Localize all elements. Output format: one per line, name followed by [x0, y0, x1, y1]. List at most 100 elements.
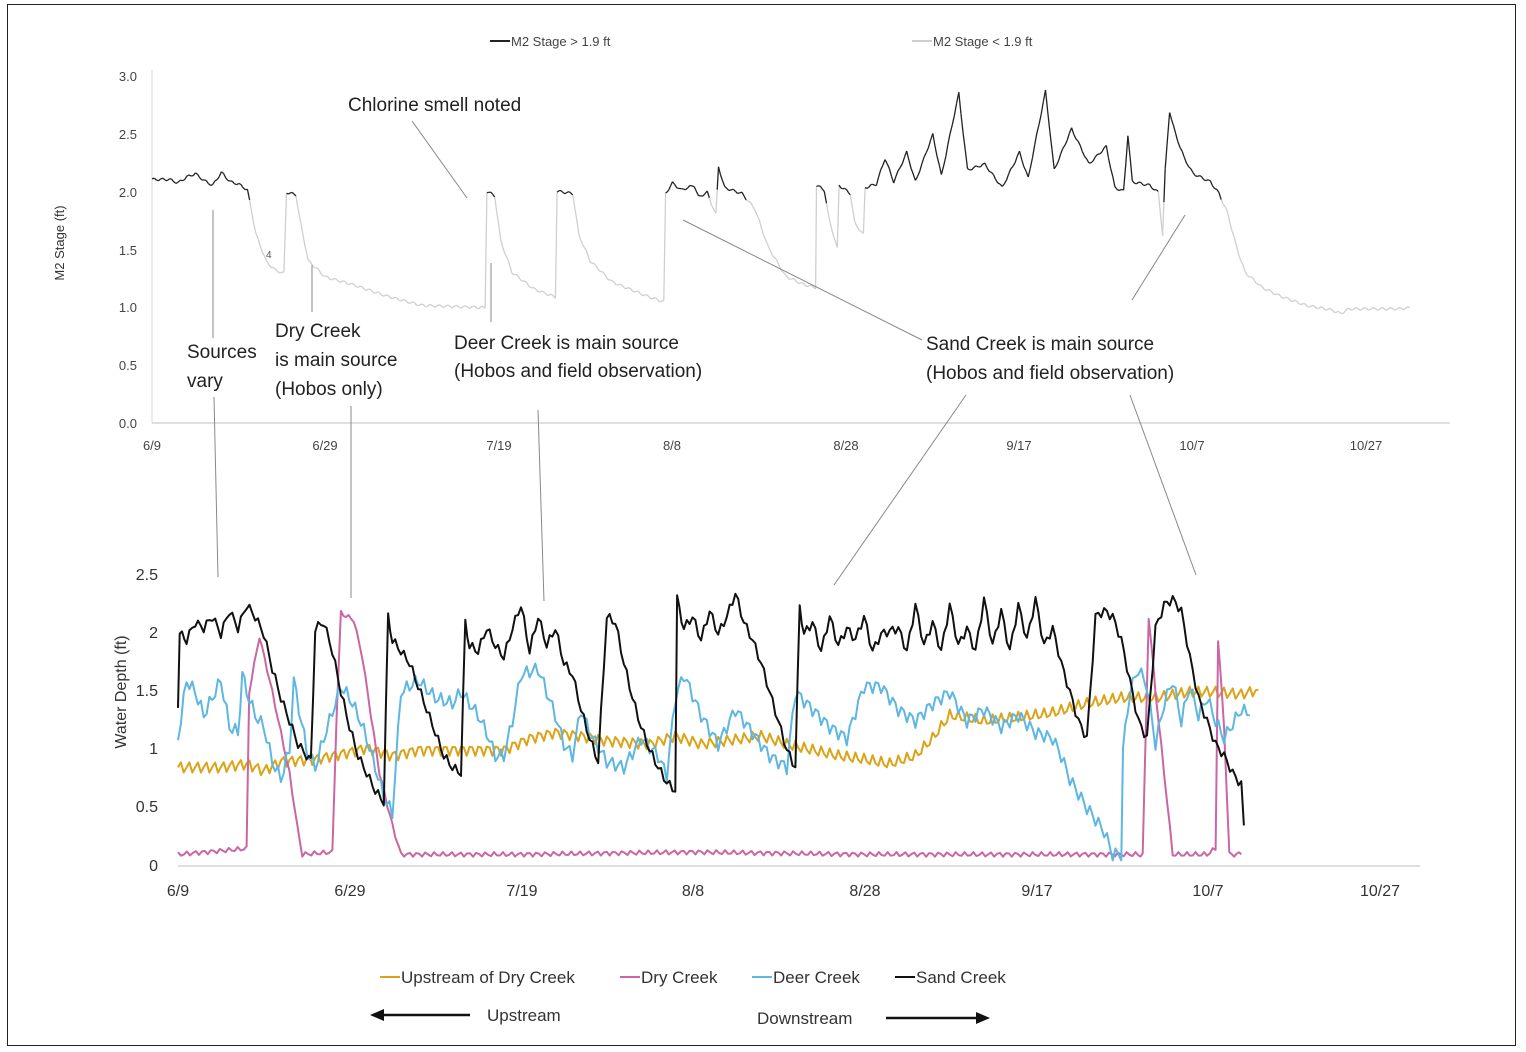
stage-segment-below — [361, 286, 366, 290]
stage-segment-below — [802, 282, 806, 286]
stage-segment-above — [290, 191, 293, 194]
stage-segment-below — [1314, 305, 1318, 309]
stage-segment-below — [478, 306, 482, 310]
stage-segment-above — [225, 177, 229, 182]
top-x-tick: 7/19 — [486, 438, 511, 453]
stage-segment-above — [1044, 89, 1049, 112]
top-chart: M2 Stage > 1.9 ft M2 Stage < 1.9 ft 0.0 … — [52, 34, 1450, 602]
stage-segment-below — [298, 216, 303, 228]
stage-segment-above — [685, 187, 689, 191]
stage-segment-below — [484, 192, 488, 309]
stage-segment-below — [500, 239, 504, 247]
stage-segment-above — [897, 167, 901, 171]
stage-segment-below — [1357, 307, 1361, 311]
stage-segment-above — [986, 167, 990, 172]
stage-segment-above — [568, 191, 572, 194]
stage-segment-above — [953, 103, 958, 116]
stage-segment-below — [1264, 289, 1267, 292]
stage-segment-below — [435, 304, 439, 308]
stage-segment-above — [872, 183, 875, 186]
connector-line — [833, 394, 967, 586]
stage-segment-above — [1105, 145, 1110, 158]
stage-segment-below — [806, 285, 810, 288]
stage-segment-below — [383, 294, 387, 297]
stage-segment-above — [1086, 158, 1090, 164]
stage-segment-below — [604, 274, 608, 280]
stage-segment-below — [248, 199, 253, 214]
stage-segment-below — [1253, 278, 1257, 284]
stage-segment-below — [1342, 311, 1346, 315]
stage-segment-below — [496, 211, 500, 225]
stage-segment-below — [767, 244, 771, 251]
stage-segment-above — [864, 186, 868, 189]
stage-segment-above — [846, 189, 850, 194]
stage-segment-above — [246, 189, 251, 201]
stage-segment-above — [218, 171, 222, 178]
stage-segment-below — [359, 285, 363, 288]
stage-segment-above — [1114, 186, 1118, 190]
stage-segment-below — [1287, 297, 1292, 302]
stage-segment-above — [921, 156, 925, 164]
top-x-tick: 10/27 — [1350, 438, 1383, 453]
stage-segment-below — [456, 305, 460, 309]
stage-segment-above — [901, 156, 906, 164]
top-x-tick: 10/7 — [1179, 438, 1204, 453]
stage-segment-below — [773, 257, 778, 261]
stage-series — [151, 89, 1411, 315]
stage-segment-below — [396, 297, 400, 301]
stage-segment-below — [1385, 308, 1389, 311]
stage-segment-above — [979, 163, 984, 168]
stage-segment-above — [1099, 151, 1103, 155]
stage-segment-below — [763, 235, 767, 241]
stage-segment-below — [620, 283, 624, 287]
annotation-chlorine: Chlorine smell noted — [348, 95, 521, 116]
stage-segment-above — [938, 164, 943, 175]
stage-segment-below — [334, 277, 337, 280]
stage-segment-above — [1101, 147, 1105, 153]
stage-segment-below — [263, 255, 268, 261]
stage-segment-below — [1224, 207, 1229, 213]
stage-segment-above — [158, 178, 162, 182]
stage-segment-below — [583, 246, 587, 251]
stage-segment-above — [560, 190, 564, 194]
stage-segment-above — [234, 183, 237, 186]
top-y-tick: 1.5 — [119, 243, 137, 258]
annotation-dry-creek-line1: Dry Creek — [275, 321, 361, 342]
stage-segment-above — [186, 174, 190, 177]
stage-segment-above — [175, 181, 179, 184]
stage-segment-below — [654, 297, 658, 300]
stage-segment-below — [760, 227, 765, 236]
stage-segment-below — [320, 273, 324, 277]
stage-segment-above — [1008, 168, 1012, 175]
stage-segment-below — [418, 303, 422, 307]
stage-segment-above — [1175, 133, 1179, 142]
stage-segment-below — [715, 189, 718, 214]
stage-segment-above — [951, 115, 956, 126]
stage-segment-above — [984, 162, 988, 168]
stage-segment-below — [1229, 222, 1233, 232]
stage-segment-below — [448, 304, 452, 308]
stage-segment-below — [297, 206, 301, 217]
annotation-deer-creek-line2: (Hobos and field observation) — [454, 361, 702, 382]
stage-segment-below — [1277, 293, 1281, 296]
stage-segment-below — [386, 294, 389, 297]
stage-segment-above — [216, 176, 220, 180]
stage-segment-above — [1172, 125, 1177, 134]
stage-segment-below — [1320, 306, 1324, 309]
stage-segment-below — [607, 278, 610, 281]
stage-segment-below — [637, 290, 641, 294]
stage-segment-below — [1407, 306, 1411, 309]
stage-segment-below — [347, 283, 350, 286]
stage-segment-above — [570, 192, 574, 196]
stage-segment-below — [387, 295, 392, 299]
stage-segment-above — [706, 190, 711, 199]
stage-segment-below — [1335, 310, 1339, 313]
stage-segment-below — [1368, 308, 1372, 311]
stage-segment-above — [1185, 162, 1190, 168]
stage-segment-below — [312, 265, 316, 269]
stage-segment-above — [923, 152, 927, 158]
stage-segment-above — [195, 172, 198, 175]
stage-segment-below — [503, 252, 507, 257]
stage-segment-below — [276, 270, 280, 274]
stage-segment-above — [908, 159, 912, 169]
